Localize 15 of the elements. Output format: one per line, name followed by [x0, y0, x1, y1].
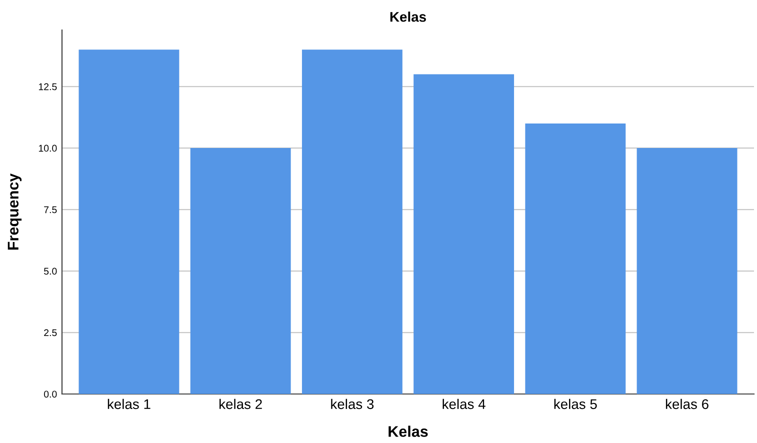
chart-title: Kelas	[390, 12, 426, 22]
y-tick-label: 2.5	[44, 329, 57, 336]
y-tick-label: 0.0	[44, 390, 57, 398]
y-tick-label: 12.5	[38, 83, 57, 90]
y-tick-label: 10.0	[38, 144, 57, 152]
y-tick-label: 7.5	[44, 206, 57, 214]
x-tick-label: kelas 2	[220, 398, 262, 410]
x-tick-label: kelas 3	[331, 398, 374, 410]
x-tick-label: kelas 1	[108, 398, 150, 410]
x-tick-label: kelas 5	[554, 398, 597, 410]
y-tick-label: 5.0	[44, 268, 57, 275]
x-tick-label: kelas 6	[666, 398, 708, 410]
y-axis-title: Frequency	[8, 173, 22, 250]
x-tick-label: kelas 4	[442, 398, 486, 410]
x-axis-title: Kelas	[388, 426, 428, 437]
